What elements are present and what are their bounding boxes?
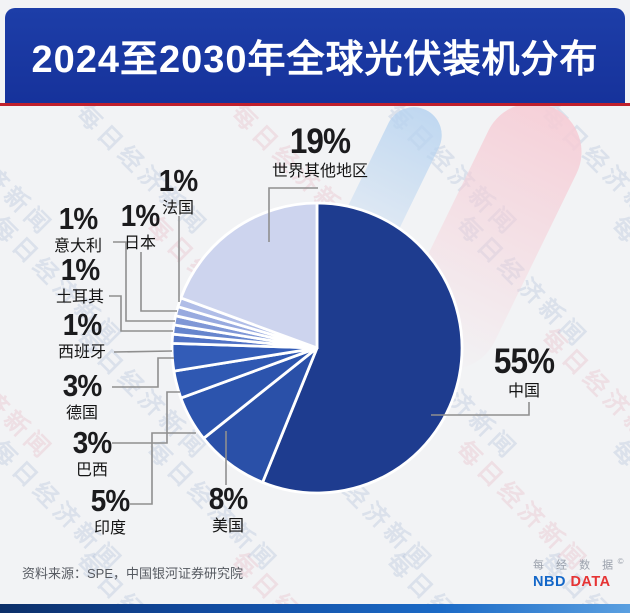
leader-line-巴西 (112, 391, 180, 444)
source-note: 资料来源：SPE，中国银河证券研究院 (22, 566, 244, 581)
pie-slice-世界其他地区 (179, 201, 319, 350)
page-title: 2024至2030年全球光伏装机分布 (31, 39, 599, 81)
title-banner: 2024至2030年全球光伏装机分布 (5, 8, 625, 103)
leader-line-土耳其 (109, 295, 173, 332)
red-divider (0, 103, 630, 106)
leader-line-意大利 (113, 241, 175, 322)
logo-cn-line: 每 经 数 据© (533, 557, 624, 572)
leader-line-西班牙 (113, 350, 173, 353)
leader-line-印度 (130, 432, 196, 505)
nbd-data-logo: 每 经 数 据© NBD DATA (533, 558, 624, 589)
leader-line-德国 (112, 357, 174, 388)
footer-bar (0, 604, 630, 613)
copyright-icon: © (617, 557, 624, 566)
leader-line-中国 (431, 402, 530, 416)
leader-line-世界其他地区 (268, 187, 318, 242)
logo-en-line: NBD DATA (533, 573, 611, 590)
leader-line-日本 (140, 252, 177, 312)
